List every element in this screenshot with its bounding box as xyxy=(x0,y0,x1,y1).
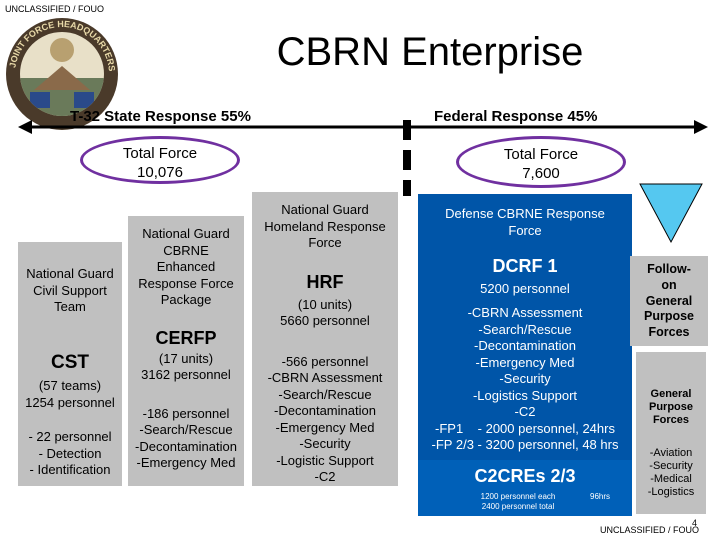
cerfp-description-box: National Guard CBRNE Enhanced Response F… xyxy=(128,216,244,326)
cerfp-task: -Emergency Med xyxy=(136,455,236,470)
follow-on-line: Forces xyxy=(648,325,690,340)
cst-detail-box: CST (57 teams) 1254 personnel - 22 perso… xyxy=(18,326,122,486)
cerfp-personnel: 3162 personnel xyxy=(141,367,231,382)
cerfp-desc-line: Package xyxy=(160,292,212,307)
follow-on-line: Follow- xyxy=(647,262,691,276)
gpf-task: -Medical xyxy=(650,473,692,485)
c2cre-each: 1200 personnel each xyxy=(480,492,556,501)
cerfp-task: -186 personnel xyxy=(142,405,230,421)
follow-on-forces-box: Follow- on General Purpose Forces xyxy=(630,256,708,346)
federal-total-force-value: 7,600 xyxy=(522,165,560,182)
cst-units: (57 teams) xyxy=(38,378,102,393)
cst-personnel: 1254 personnel xyxy=(25,394,115,410)
dcrf-detail-box: DCRF 1 5200 personnel -CBRN Assessment -… xyxy=(418,252,632,460)
dcrf-name: DCRF 1 xyxy=(492,256,558,276)
hrf-task: -Decontamination xyxy=(274,403,376,418)
federal-response-header: Federal Response 45% xyxy=(434,108,598,125)
dcrf-task: -CBRN Assessment xyxy=(467,305,583,320)
follow-on-line: Purpose xyxy=(643,309,694,324)
cerfp-desc-line: CBRNE xyxy=(163,242,209,258)
state-response-header: T-32 State Response 55% xyxy=(70,108,251,125)
hrf-task: -Logistic Support xyxy=(276,452,374,468)
cst-name: CST xyxy=(51,352,89,373)
cerfp-name: CERFP xyxy=(155,328,217,348)
state-total-force-oval: Total Force 10,076 xyxy=(80,136,240,184)
divider-segment xyxy=(403,180,411,196)
hrf-personnel: 5660 personnel xyxy=(280,313,370,328)
gpf-title-line: General xyxy=(650,388,692,400)
follow-on-triangle xyxy=(639,183,703,244)
dcrf-task: -Search/Rescue xyxy=(478,321,572,337)
cst-desc-line: Civil Support xyxy=(33,282,107,298)
gpf-task: -Logistics xyxy=(647,486,695,498)
cerfp-desc-line: Response Force xyxy=(138,275,234,291)
cst-task: - Identification xyxy=(29,462,111,477)
cst-task: - Detection xyxy=(38,445,102,461)
divider-segment xyxy=(403,120,411,140)
divider-segment xyxy=(403,150,411,170)
federal-total-force-label: Total Force xyxy=(503,146,579,163)
cst-task: - 22 personnel xyxy=(28,429,112,444)
gpf-title-line: Purpose xyxy=(648,401,693,413)
classification-bottom: UNCLASSIFIED / FOUO xyxy=(600,525,700,535)
cerfp-task: -Decontamination xyxy=(135,438,237,454)
response-split-arrow xyxy=(18,120,708,134)
jfhq-seal: JOINT FORCE HEADQUARTERS xyxy=(6,18,118,130)
hrf-description-box: National Guard Homeland Response Force xyxy=(252,192,398,268)
cerfp-units: (17 units) xyxy=(158,350,214,366)
hrf-task: -CBRN Assessment xyxy=(267,370,383,385)
c2cre-total: 2400 personnel total xyxy=(481,502,555,511)
hrf-desc-line: Force xyxy=(308,235,342,250)
dcrf-task: -Logistics Support xyxy=(472,387,578,403)
dcrf-personnel: 5200 personnel xyxy=(480,280,570,296)
dcrf-task: -Emergency Med xyxy=(475,354,575,370)
c2cre-name: C2CREs 2/3 xyxy=(474,466,576,486)
cerfp-task: -Search/Rescue xyxy=(139,422,233,437)
seal-emblem xyxy=(20,32,104,116)
follow-on-line: General xyxy=(645,293,693,308)
cst-desc-line: Team xyxy=(54,299,86,314)
general-purpose-forces-box: General Purpose Forces -Aviation -Securi… xyxy=(636,352,706,514)
federal-total-force-oval: Total Force 7,600 xyxy=(456,136,626,188)
c2cre-box: C2CREs 2/3 1200 personnel each 2400 pers… xyxy=(418,460,632,516)
state-total-force-label: Total Force xyxy=(122,145,198,162)
hrf-detail-box: HRF (10 units) 5660 personnel -566 perso… xyxy=(252,268,398,486)
hrf-task: -566 personnel xyxy=(281,353,369,369)
hrf-task: -Search/Rescue xyxy=(278,386,372,402)
c2cre-detail: 1200 personnel each 2400 personnel total xyxy=(458,492,578,512)
hrf-name: HRF xyxy=(306,272,344,292)
dcrf-task: -Decontamination xyxy=(474,338,576,353)
gpf-task: -Security xyxy=(649,460,693,472)
page-number: 4 xyxy=(692,518,698,528)
state-total-force-value: 10,076 xyxy=(137,164,183,181)
classification-top: UNCLASSIFIED / FOUO xyxy=(5,4,105,14)
hrf-desc-line: National Guard xyxy=(281,202,369,217)
dcrf-fp23: -FP 2/3 - 3200 personnel, 48 hrs xyxy=(431,437,619,452)
hrf-task: -Security xyxy=(299,436,351,451)
follow-on-line: on xyxy=(661,277,677,292)
hrf-task: -Emergency Med xyxy=(275,419,375,435)
c2cre-hours: 96hrs xyxy=(590,492,611,501)
page-title: CBRN Enterprise xyxy=(276,30,584,74)
dcrf-task: -C2 xyxy=(514,404,536,419)
hrf-desc-line: Homeland Response xyxy=(264,218,386,234)
gpf-title-line: Forces xyxy=(652,414,690,426)
gpf-task: -Aviation xyxy=(649,447,693,459)
cerfp-detail-box: CERFP (17 units) 3162 personnel -186 per… xyxy=(128,326,244,486)
cerfp-desc-line: Enhanced xyxy=(156,259,216,274)
dcrf-desc-line: Defense CBRNE Response xyxy=(445,206,605,221)
dcrf-description-box: Defense CBRNE Response Force xyxy=(418,194,632,252)
dcrf-desc-line: Force xyxy=(508,222,542,238)
cst-desc-line: National Guard xyxy=(26,266,114,281)
dcrf-fp1: -FP1 - 2000 personnel, 24hrs xyxy=(435,420,615,436)
dcrf-task: -Security xyxy=(499,371,551,386)
hrf-task: -C2 xyxy=(314,469,336,484)
hrf-units: (10 units) xyxy=(297,296,353,312)
cerfp-desc-line: National Guard xyxy=(142,226,230,241)
cst-description-box: National Guard Civil Support Team xyxy=(18,242,122,326)
